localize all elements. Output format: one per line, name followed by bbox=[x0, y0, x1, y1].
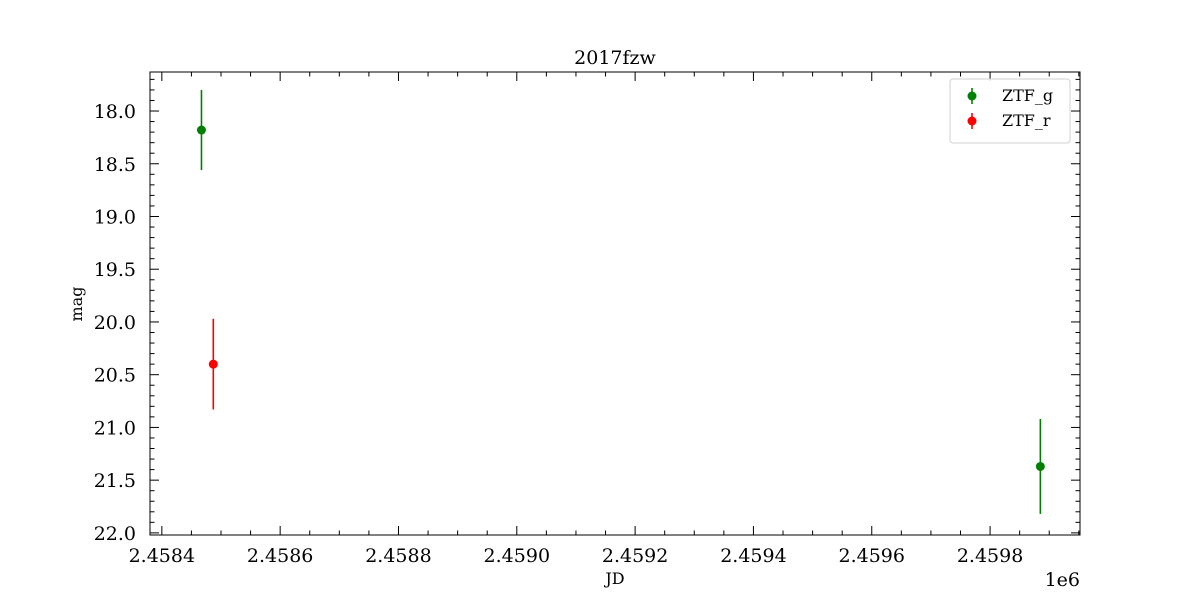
axes-frame bbox=[149, 71, 1081, 536]
legend-box bbox=[949, 78, 1071, 144]
x-tick-label: 2.4594 bbox=[720, 545, 786, 567]
legend-label: ZTF_g bbox=[1002, 86, 1053, 105]
x-tick-label: 2.4586 bbox=[247, 545, 313, 567]
y-tick-label: 19.5 bbox=[94, 259, 136, 281]
axis-ticks bbox=[150, 72, 1080, 535]
x-tick-label: 2.4584 bbox=[129, 545, 195, 567]
x-tick-label: 2.4588 bbox=[365, 545, 431, 567]
legend-marker bbox=[967, 91, 977, 101]
data-point-ztf-g bbox=[196, 125, 206, 135]
legend-label: ZTF_r bbox=[1002, 111, 1051, 130]
y-tick-label: 18.5 bbox=[94, 154, 136, 176]
y-axis-label: mag bbox=[67, 287, 86, 322]
plot-area bbox=[196, 89, 1045, 514]
data-point-ztf-g bbox=[1035, 461, 1045, 471]
x-tick-label: 2.4592 bbox=[602, 545, 668, 567]
legend-marker bbox=[967, 116, 977, 126]
axis-tick-labels: 2.4584 2.4586 2.4588 2.4590 2.4592 2.4594 2.45… bbox=[94, 101, 1024, 567]
x-offset-label: 1e6 bbox=[1045, 569, 1080, 591]
x-tick-label: 2.4596 bbox=[839, 545, 905, 567]
chart-title: 2017fzw bbox=[574, 47, 656, 69]
x-tick-label: 2.4590 bbox=[484, 545, 550, 567]
y-tick-label: 21.0 bbox=[94, 417, 136, 439]
y-tick-label: 21.5 bbox=[94, 470, 136, 492]
y-tick-label: 20.0 bbox=[94, 312, 136, 334]
x-axis-label: JD bbox=[603, 569, 624, 588]
legend: ZTF_g ZTF_r bbox=[949, 78, 1071, 144]
y-tick-label: 19.0 bbox=[94, 206, 136, 228]
y-tick-label: 18.0 bbox=[94, 101, 136, 123]
y-tick-label: 20.5 bbox=[94, 365, 136, 387]
data-point-ztf-r bbox=[208, 359, 218, 369]
x-tick-label: 2.4598 bbox=[957, 545, 1023, 567]
y-tick-label: 22.0 bbox=[94, 523, 136, 545]
